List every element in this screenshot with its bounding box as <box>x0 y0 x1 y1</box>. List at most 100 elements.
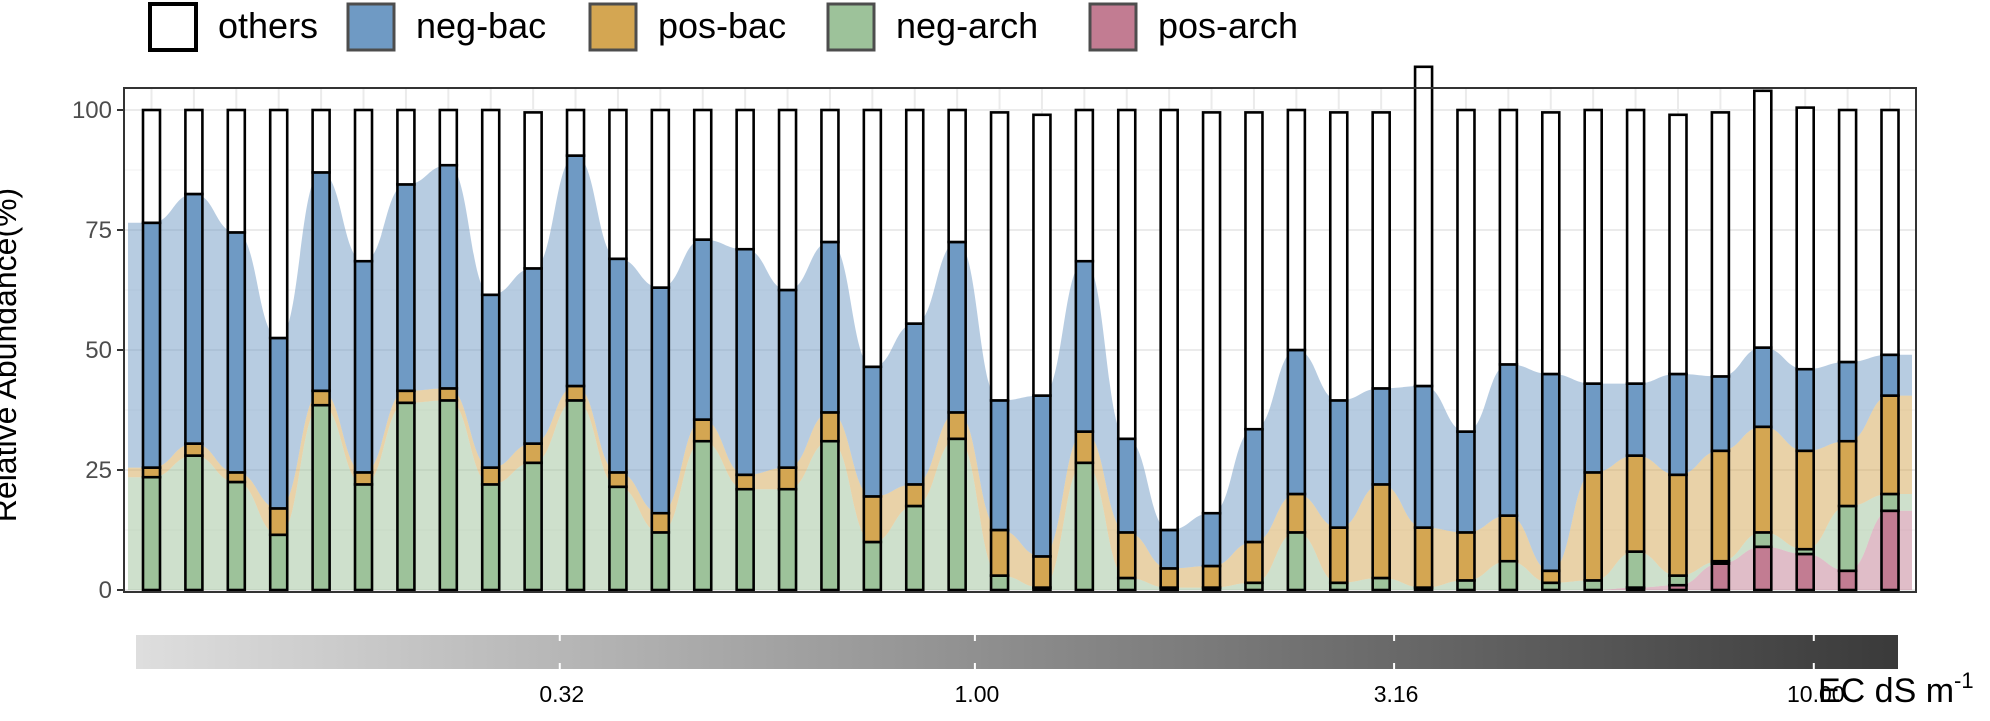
legend-item-others: others <box>148 2 318 52</box>
bar-segment-neg-bac <box>608 257 628 474</box>
bar-segment-neg-bac <box>396 183 416 393</box>
bar-segment-others <box>1456 108 1476 433</box>
legend-label: others <box>218 5 318 46</box>
bar-segment-pos-bac <box>396 389 416 405</box>
bar-segment-neg-bac <box>1880 353 1900 397</box>
bar-segment-pos-bac <box>1159 567 1179 589</box>
bar-segment-others <box>862 108 883 369</box>
bar-segment-neg-arch <box>480 483 501 592</box>
bar-segment-neg-arch <box>1286 531 1307 592</box>
bar-segment-neg-arch <box>1456 579 1476 592</box>
bar-segment-neg-arch <box>565 399 586 592</box>
bar-segment-pos-arch <box>1837 569 1858 592</box>
bar-segment-neg-bac <box>1032 394 1052 558</box>
bar-segment-others <box>311 108 331 174</box>
legend-item-pos-arch: pos-arch <box>1088 2 1298 52</box>
bar-segment-others <box>1540 111 1561 376</box>
bar-segment-neg-bac <box>1328 399 1349 529</box>
bar-segment-neg-arch <box>650 531 671 592</box>
bar-segment-pos-bac <box>1668 473 1688 577</box>
bar-segment-pos-arch <box>1752 545 1773 592</box>
bar-segment-pos-bac <box>1837 439 1858 508</box>
bar-segment-neg-bac <box>1201 511 1222 568</box>
bar-segment-pos-bac <box>1795 449 1815 551</box>
y-axis: 0 25 50 75 100 <box>72 97 124 604</box>
bar-segment-pos-bac <box>1032 555 1052 589</box>
legend-item-neg-arch: neg-arch <box>826 2 1038 52</box>
bar-segment-neg-bac <box>947 240 967 414</box>
bar-segment-neg-bac <box>353 259 374 474</box>
bar-segment-neg-bac <box>1498 363 1519 517</box>
bar-segment-neg-bac <box>226 231 247 474</box>
bar-segment-pos-bac <box>735 473 755 491</box>
bar-segment-neg-arch <box>353 483 374 592</box>
bar-segment-neg-arch <box>1668 574 1688 587</box>
bar-segment-pos-bac <box>353 471 374 486</box>
bar-segment-pos-bac <box>820 411 840 443</box>
bar-segment-pos-bac <box>1752 425 1773 534</box>
bar-segment-neg-arch <box>1583 579 1603 592</box>
bar-segment-neg-arch <box>268 533 289 592</box>
y-tick-label: 100 <box>72 97 112 124</box>
bar-segment-others <box>1583 108 1603 385</box>
bar-segment-others <box>184 108 204 196</box>
colorbar-title: EC dS m-1 <box>1818 668 1974 710</box>
bar-segment-neg-arch <box>1371 576 1391 592</box>
colorbar-tick-label: 0.32 <box>539 681 584 707</box>
bar-segment-neg-arch <box>947 437 967 592</box>
bar-segment-pos-bac <box>777 466 798 491</box>
bar-segment-pos-bac <box>1710 449 1731 563</box>
bar-segment-neg-bac <box>650 286 671 515</box>
bar-segment-neg-arch <box>777 487 798 592</box>
bar-segment-others <box>989 111 1010 402</box>
bar-segment-others <box>1286 108 1307 352</box>
bar-segment-neg-bac <box>820 240 840 414</box>
bar-segment-pos-bac <box>480 466 501 486</box>
bar-segment-neg-bac <box>1244 427 1264 544</box>
bar-segment-neg-arch <box>1752 531 1773 549</box>
bar-segment-others <box>904 108 925 325</box>
bar-segment-neg-arch <box>1625 550 1646 589</box>
bar-segment-neg-bac <box>311 171 331 393</box>
bar-segment-others <box>1498 108 1519 366</box>
bar-segment-neg-bac <box>438 163 459 390</box>
legend-item-pos-bac: pos-bac <box>588 2 786 52</box>
bar-segment-pos-bac <box>141 466 162 479</box>
plot-area: 0 25 50 75 100 <box>72 65 1917 604</box>
bar-segment-neg-bac <box>1371 387 1391 486</box>
bar-segment-neg-arch <box>184 454 204 592</box>
bar-segment-others <box>1074 108 1095 263</box>
bar-segment-others <box>226 108 247 234</box>
bar-segment-neg-bac <box>523 267 543 445</box>
bar-segment-pos-bac <box>1286 492 1307 534</box>
plot-border <box>123 87 1917 593</box>
bar-segment-others <box>650 108 671 289</box>
y-axis-label: Relative Abundance(%) <box>0 188 23 522</box>
bar-segment-neg-bac <box>777 288 798 469</box>
bar-segment-others <box>1710 111 1731 378</box>
bar-segment-neg-arch <box>608 485 628 592</box>
y-tick-label: 75 <box>85 217 112 244</box>
bar-segment-others <box>1244 111 1264 431</box>
legend-swatch <box>148 2 198 52</box>
bar-segment-neg-bac <box>862 365 883 498</box>
bar-segment-others <box>396 108 416 186</box>
bar-segment-others <box>735 108 755 251</box>
bar-segment-pos-bac <box>862 495 883 544</box>
colorbar-gradient <box>136 635 1898 669</box>
bar-segment-pos-arch <box>1880 509 1900 592</box>
bar-segment-neg-bac <box>1159 528 1179 570</box>
bar-segment-neg-bac <box>735 247 755 477</box>
bar-segment-pos-bac <box>1498 514 1519 563</box>
bar-segment-pos-bac <box>1116 531 1137 580</box>
bar-segment-others <box>1032 113 1052 397</box>
y-tick-label: 25 <box>85 457 112 484</box>
legend-item-neg-bac: neg-bac <box>346 2 546 52</box>
bar-segment-others <box>777 108 798 292</box>
bar-segment-neg-arch <box>1498 559 1519 592</box>
bar-segment-neg-arch <box>1116 576 1137 592</box>
y-tick-label: 50 <box>85 337 112 364</box>
colorbar-title-superscript: -1 <box>1954 668 1974 693</box>
bar-segment-others <box>1625 108 1646 385</box>
